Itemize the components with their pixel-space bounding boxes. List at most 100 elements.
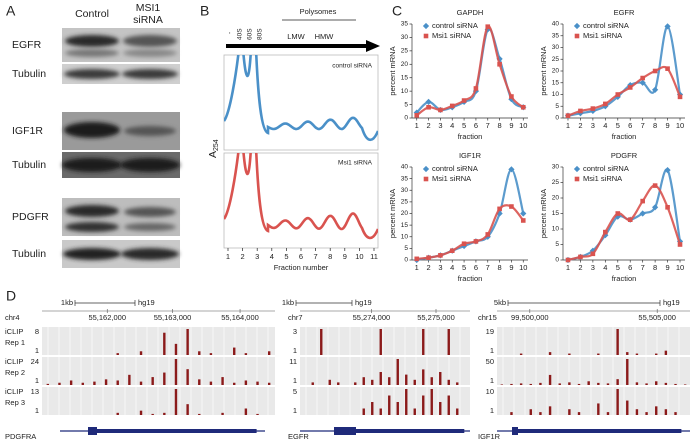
signal-bar (529, 383, 532, 385)
signal-bar (430, 377, 433, 385)
x-tick-label: 11 (370, 252, 378, 261)
y-tick-label: 5 (404, 101, 408, 108)
x-tick-label: 2 (578, 121, 582, 130)
signal-bar (655, 353, 658, 355)
signal-bar (413, 408, 416, 415)
signal-bar (539, 382, 542, 385)
track-max-label: 19 (486, 327, 494, 336)
signal-bar (174, 359, 178, 385)
blot-label: Tubulin (12, 248, 46, 260)
x-tick-label: 8 (653, 263, 657, 272)
y-tick-label: 15 (401, 222, 409, 229)
marker (497, 61, 502, 67)
signal-bar (500, 384, 504, 385)
gene-label: EGFR (288, 432, 309, 441)
signal-bar (539, 412, 542, 415)
signal-bar (81, 382, 84, 385)
blot (62, 64, 180, 84)
signal-bar (163, 372, 166, 385)
band (124, 126, 176, 136)
x-tick-label: 4 (450, 121, 454, 130)
marker (615, 92, 621, 97)
signal-bar (379, 372, 382, 385)
polysomes-label: Polysomes (300, 7, 337, 16)
signal-bar (198, 351, 201, 355)
y-axis-label: A254 (207, 139, 220, 158)
y-axis-label: percent mRNA (539, 189, 548, 238)
signal-bar (209, 381, 213, 385)
track-min-label: 1 (490, 346, 494, 355)
signal-bar (174, 389, 178, 415)
signal-bar (439, 372, 442, 385)
x-tick-label: 2 (426, 263, 430, 272)
signal-bar (447, 379, 450, 385)
y-tick-label: 30 (401, 34, 409, 41)
band (65, 35, 119, 47)
blot-label: IGF1R (12, 125, 43, 137)
gene-label: PDGFRA (5, 432, 36, 441)
lane-label: siRNA (133, 14, 163, 26)
signal-bar (93, 381, 96, 385)
x-tick-label: 10 (676, 263, 684, 272)
lane-label: Control (75, 8, 109, 20)
signal-bar (151, 413, 154, 415)
y-tick-label: 10 (552, 91, 560, 98)
y-tick-label: 0 (555, 115, 559, 122)
x-tick-label: 6 (628, 263, 632, 272)
signal-bar (396, 402, 399, 415)
series-line (567, 184, 682, 262)
marker (565, 257, 571, 263)
marker (677, 94, 683, 100)
signal-bar (396, 359, 399, 385)
chrom-label: chr4 (5, 313, 20, 322)
y-tick-label: 20 (401, 61, 409, 68)
legend-label: Msi1 siRNA (432, 174, 471, 183)
signal-bar (379, 408, 382, 415)
x-tick-label: 6 (299, 252, 303, 261)
blot-label: EGFR (12, 39, 42, 51)
marker (438, 253, 443, 258)
x-tick-label: 4 (270, 252, 274, 261)
marker (426, 104, 431, 110)
blot-label: Tubulin (12, 159, 46, 171)
band (62, 158, 122, 172)
y-tick-label: 35 (401, 21, 409, 28)
condition-label: Msi1 siRNA (338, 160, 373, 167)
y-tick-label: 20 (401, 210, 409, 217)
marker (438, 107, 443, 113)
y-tick-label: 40 (401, 164, 409, 171)
signal-bar (58, 382, 61, 385)
band (124, 207, 176, 217)
signal-bar (645, 383, 648, 385)
x-tick-label: 3 (591, 121, 595, 130)
marker (485, 24, 491, 29)
signal-bar (320, 329, 323, 355)
coordinate-label: 55,275,000 (417, 313, 455, 322)
signal-bar (635, 382, 639, 385)
track-max-label: 11 (289, 357, 297, 366)
track-background (497, 357, 690, 385)
signal-bar (548, 374, 552, 385)
track-min-label: 1 (35, 406, 39, 415)
chart-title: PDGFR (611, 151, 638, 160)
x-tick-label: 10 (519, 263, 527, 272)
signal-bar (447, 329, 450, 355)
signal-bar (568, 409, 571, 415)
signal-bar (354, 382, 357, 385)
signal-bar (233, 382, 236, 385)
y-tick-label: 20 (552, 68, 560, 75)
signal-bar (209, 353, 213, 355)
marker (640, 75, 645, 81)
signal-bar (616, 379, 619, 385)
marker (461, 98, 467, 103)
y-axis-label-sub: 254 (213, 139, 220, 151)
scale-label: 1kb (61, 298, 73, 307)
signal-bar (456, 382, 459, 385)
signal-bar (163, 412, 166, 415)
y-tick-label: 30 (552, 44, 560, 51)
signal-bar (664, 409, 668, 415)
signal-bar (69, 380, 73, 385)
x-tick-label: 9 (665, 121, 669, 130)
x-tick-label: 5 (616, 121, 620, 130)
